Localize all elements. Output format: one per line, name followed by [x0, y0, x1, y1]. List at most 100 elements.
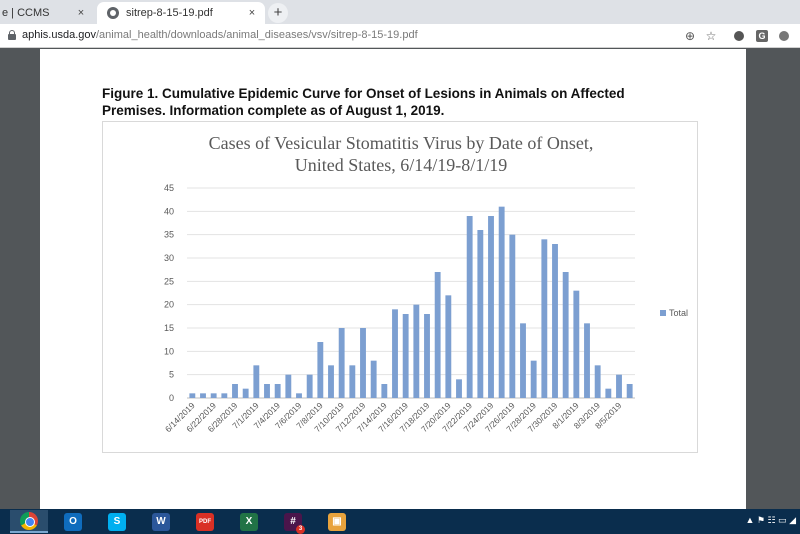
star-icon[interactable]: ☆	[705, 29, 717, 43]
bar	[317, 342, 324, 398]
globe-icon	[107, 7, 119, 19]
taskbar-chrome-button[interactable]	[10, 510, 48, 533]
extension-icon[interactable]	[779, 31, 789, 41]
tab-ccms-label: e | CCMS	[2, 7, 50, 19]
taskbar-excel-button[interactable]: X	[230, 510, 268, 533]
word-icon: W	[152, 512, 170, 531]
bar	[573, 290, 580, 398]
bar	[520, 323, 526, 398]
excel-icon: X	[240, 512, 258, 531]
y-tick-label: 45	[164, 183, 174, 193]
pdf-icon: PDF	[196, 512, 214, 531]
tab-strip: e | CCMS × sitrep-8-15-19.pdf × +	[0, 0, 800, 24]
bar	[392, 309, 398, 398]
bar	[328, 365, 334, 398]
notification-badge: 3	[296, 524, 305, 534]
bar	[402, 314, 409, 398]
chart-plot: 0510152025303540456/14/20196/22/20196/28…	[163, 183, 635, 434]
system-tray[interactable]: ▲ ⚑ ☷ ▭ ◢	[745, 515, 796, 525]
bar	[488, 216, 494, 398]
tab-sitrep-pdf[interactable]: sitrep-8-15-19.pdf ×	[97, 2, 265, 24]
legend-label: Total	[669, 308, 689, 318]
extension-g-icon[interactable]: G	[756, 30, 768, 42]
bar	[445, 295, 452, 398]
bar	[306, 374, 313, 398]
figure-title-line1: Figure 1. Cumulative Epidemic Curve for …	[102, 86, 625, 101]
url-path: /animal_health/downloads/animal_diseases…	[96, 29, 418, 41]
close-icon[interactable]: ×	[248, 7, 256, 19]
chart-title-line2: United States, 6/14/19-8/1/19	[294, 155, 508, 175]
tab-sitrep-label: sitrep-8-15-19.pdf	[126, 7, 213, 19]
lock-icon	[8, 30, 16, 40]
taskbar-skype-button[interactable]: S	[98, 510, 136, 533]
taskbar-word-button[interactable]: W	[142, 510, 180, 533]
bar	[274, 384, 281, 398]
bar	[456, 379, 462, 398]
y-tick-label: 35	[164, 230, 174, 240]
bar	[242, 388, 249, 398]
bar	[189, 393, 196, 398]
bar	[296, 393, 302, 398]
bar	[338, 328, 345, 398]
bar	[605, 388, 612, 398]
outlook-icon: O	[64, 512, 82, 531]
y-tick-label: 5	[169, 370, 174, 380]
legend-swatch	[660, 310, 666, 316]
bar	[210, 393, 217, 398]
address-bar: aphis.usda.gov/animal_health/downloads/a…	[0, 24, 800, 48]
y-tick-label: 10	[164, 346, 174, 356]
taskbar-outlook-button[interactable]: O	[54, 510, 92, 533]
bar	[349, 365, 356, 398]
url-field[interactable]: aphis.usda.gov/animal_health/downloads/a…	[22, 29, 418, 41]
bar	[253, 365, 260, 398]
bar	[264, 384, 270, 398]
bar	[498, 206, 505, 398]
bar	[509, 234, 516, 398]
bar	[530, 360, 537, 398]
y-tick-label: 25	[164, 276, 174, 286]
y-tick-label: 40	[164, 206, 174, 216]
bar	[381, 384, 388, 398]
bar	[285, 374, 292, 398]
y-tick-label: 30	[164, 253, 174, 263]
bar	[370, 360, 377, 398]
bar	[584, 323, 590, 398]
extension-icon[interactable]	[734, 31, 744, 41]
pdf-page: Figure 1. Cumulative Epidemic Curve for …	[40, 49, 746, 509]
y-tick-label: 20	[164, 300, 174, 310]
slack-icon: #3	[284, 512, 305, 534]
taskbar-files-button[interactable]: ▣	[318, 510, 356, 533]
bar	[424, 314, 430, 398]
bar	[200, 393, 206, 398]
y-tick-label: 0	[169, 393, 174, 403]
figure-title: Figure 1. Cumulative Epidemic Curve for …	[102, 85, 702, 119]
chrome-icon	[20, 511, 38, 530]
bar	[466, 216, 473, 398]
tab-ccms[interactable]: e | CCMS ×	[0, 2, 92, 24]
bar	[552, 244, 558, 398]
url-host: aphis.usda.gov	[22, 29, 96, 41]
epidemic-curve-chart: Cases of Vesicular Stomatitis Virus by D…	[102, 121, 698, 453]
chart-title-line1: Cases of Vesicular Stomatitis Virus by D…	[208, 133, 594, 153]
bar	[594, 365, 601, 398]
bar	[360, 328, 366, 398]
bar	[626, 384, 633, 398]
bar	[477, 230, 484, 398]
taskbar-slack-button[interactable]: #3	[274, 510, 312, 534]
files-icon: ▣	[328, 512, 346, 531]
new-tab-button[interactable]: +	[268, 3, 288, 23]
bar	[562, 272, 569, 398]
chart-legend: Total	[660, 308, 688, 318]
zoom-icon[interactable]: ⊕	[684, 29, 696, 43]
y-tick-label: 15	[164, 323, 174, 333]
bar	[232, 384, 238, 398]
skype-icon: S	[108, 512, 126, 531]
bar	[541, 239, 548, 398]
chart-title: Cases of Vesicular Stomatitis Virus by D…	[103, 132, 699, 176]
taskbar-pdf-button[interactable]: PDF	[186, 510, 224, 533]
close-icon[interactable]: ×	[77, 7, 85, 19]
bar	[616, 374, 622, 398]
bar	[434, 272, 441, 398]
bar	[413, 304, 420, 398]
